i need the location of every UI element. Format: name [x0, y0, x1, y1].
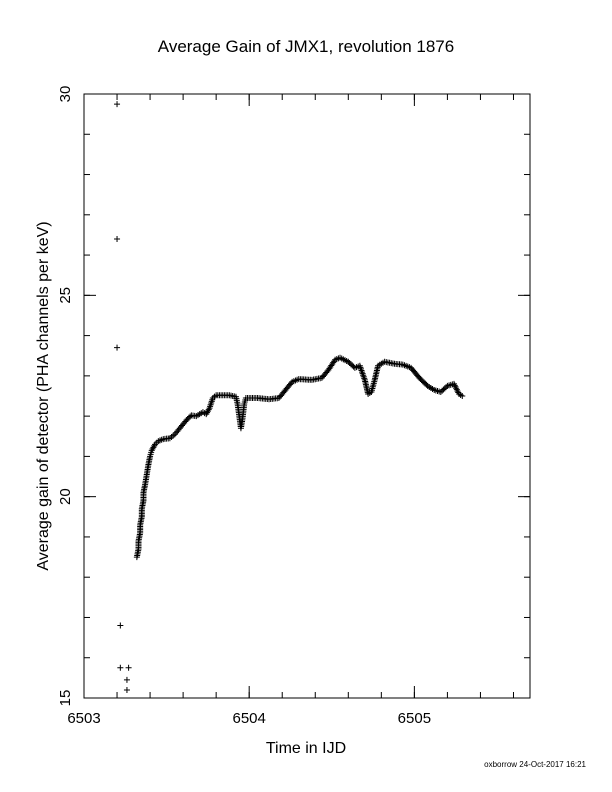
data-point [457, 391, 464, 398]
data-point [451, 382, 458, 389]
data-point [205, 406, 212, 413]
data-point [194, 412, 201, 419]
y-tick-label: 30 [57, 86, 74, 103]
data-point [454, 388, 461, 395]
data-point [125, 664, 132, 671]
plot-frame [83, 93, 531, 699]
chart-title: Average Gain of JMX1, revolution 1876 [158, 37, 454, 56]
data-point [145, 463, 152, 470]
data-point [422, 380, 429, 387]
data-point [185, 414, 192, 421]
data-point [191, 412, 198, 419]
data-point [453, 386, 460, 393]
data-point [165, 435, 172, 442]
data-point [323, 369, 330, 376]
data-point [241, 402, 248, 409]
data-point [141, 483, 148, 490]
data-point [286, 381, 293, 388]
data-point [280, 389, 287, 396]
data-point [436, 388, 443, 395]
data-point [158, 436, 165, 443]
data-point [181, 419, 188, 426]
data-point [117, 664, 124, 671]
data-point [143, 473, 150, 480]
data-point [114, 101, 121, 108]
data-point [123, 676, 130, 683]
data-point [414, 372, 421, 379]
y-tick-label: 15 [57, 690, 74, 707]
data-point [170, 432, 177, 439]
y-axis-label: Average gain of detector (PHA channels p… [35, 221, 52, 570]
data-point [114, 235, 121, 242]
data-point [151, 442, 158, 449]
data-point [234, 399, 241, 406]
data-point [211, 393, 218, 400]
data-point [123, 686, 130, 693]
data-point [209, 396, 216, 403]
data-point [453, 385, 460, 392]
data-point [294, 376, 301, 383]
data-point [153, 439, 160, 446]
data-point [429, 385, 436, 392]
data-point [361, 375, 368, 382]
axis-ticks: 6503 6504 6505 15 20 25 30 [57, 86, 530, 727]
y-tick-label: 20 [57, 488, 74, 505]
data-point [117, 622, 124, 629]
data-point [148, 449, 155, 456]
footer-stamp: oxborrow 24-Oct-2017 16:21 [484, 760, 586, 769]
data-point [330, 359, 337, 366]
data-point [398, 361, 405, 368]
x-tick-label: 6505 [398, 710, 431, 727]
x-tick-label: 6503 [67, 710, 100, 727]
data-point [441, 385, 448, 392]
data-point [371, 378, 378, 385]
x-tick-label: 6504 [232, 710, 265, 727]
data-point [349, 362, 356, 369]
x-axis-label: Time in IJD [266, 740, 346, 757]
data-point [146, 455, 153, 462]
data-point [187, 413, 194, 420]
data-points [114, 101, 466, 693]
data-point [452, 383, 459, 390]
y-tick-label: 25 [57, 287, 74, 304]
data-point [114, 344, 121, 351]
